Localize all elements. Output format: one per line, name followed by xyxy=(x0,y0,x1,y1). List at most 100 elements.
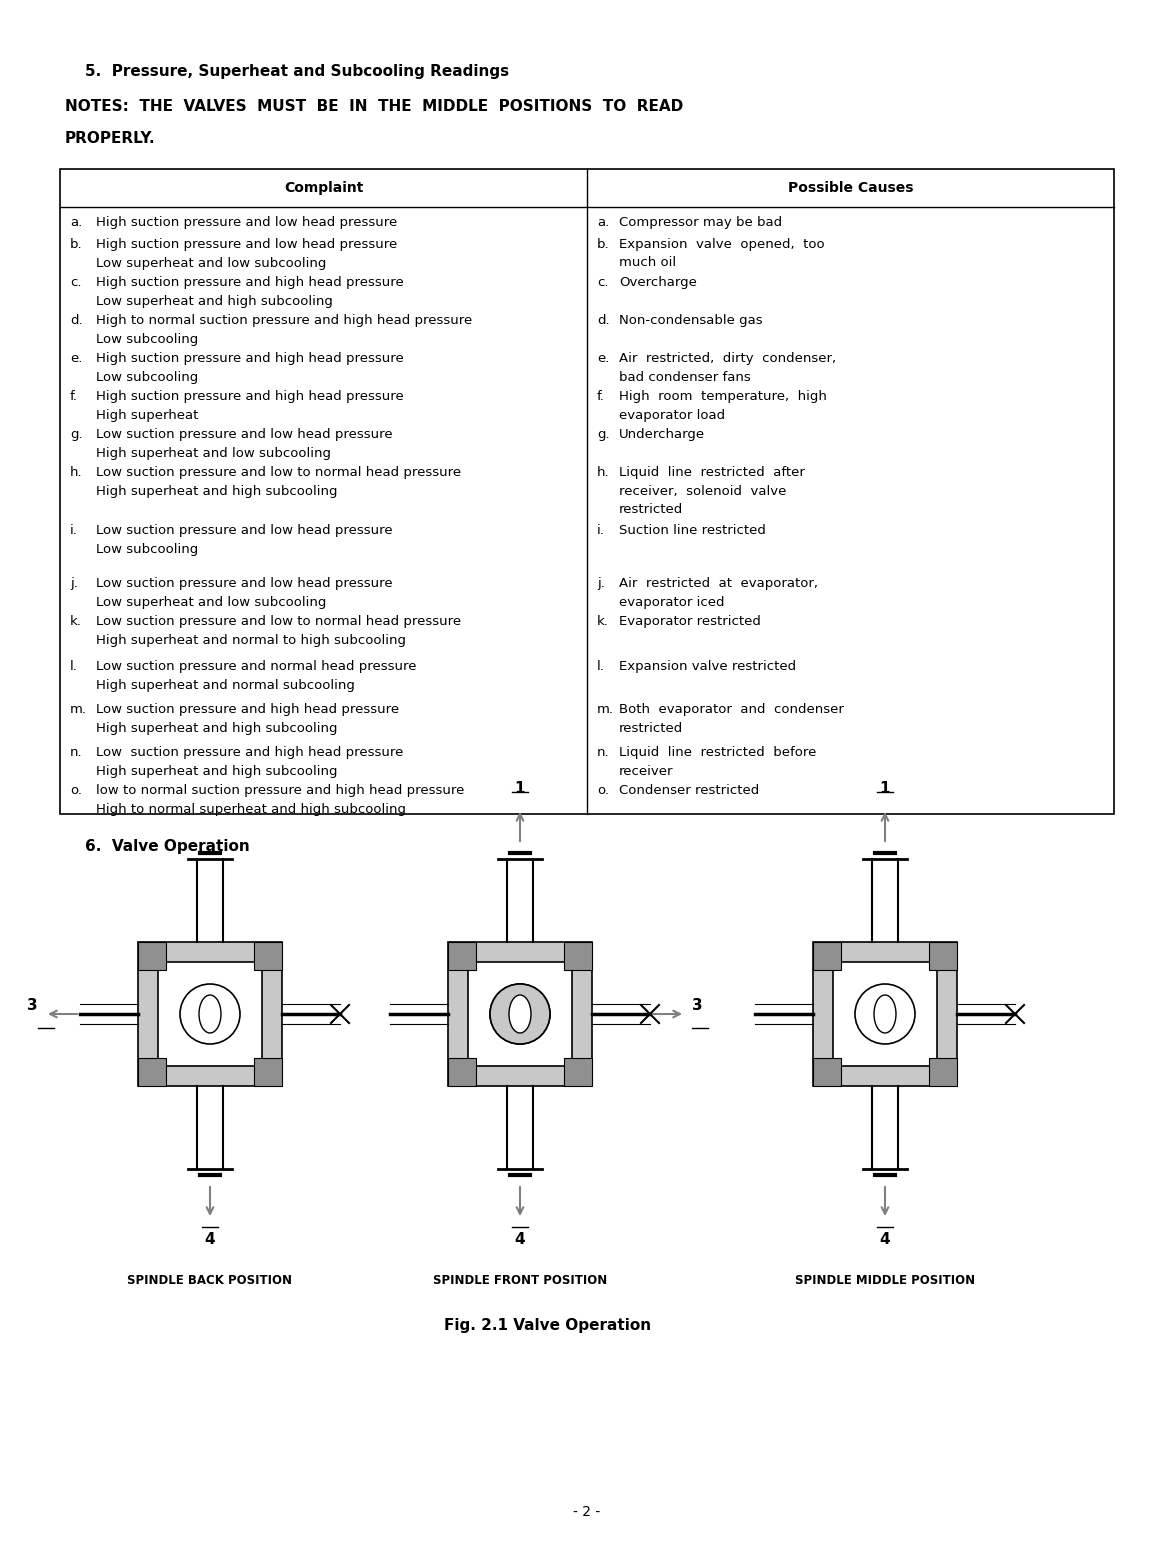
Text: d.: d. xyxy=(598,314,609,327)
Text: f.: f. xyxy=(70,390,77,403)
Text: Low subcooling: Low subcooling xyxy=(96,333,198,345)
Text: c.: c. xyxy=(598,276,608,290)
Text: - 2 -: - 2 - xyxy=(573,1506,601,1520)
Text: Air  restricted  at  evaporator,: Air restricted at evaporator, xyxy=(619,576,818,590)
Text: o.: o. xyxy=(70,784,82,798)
Text: receiver,  solenoid  valve: receiver, solenoid valve xyxy=(619,485,787,497)
Text: o.: o. xyxy=(598,784,609,798)
Text: Low suction pressure and low head pressure: Low suction pressure and low head pressu… xyxy=(96,576,392,590)
Text: i.: i. xyxy=(70,524,77,538)
Bar xyxy=(139,1058,166,1086)
Bar xyxy=(254,1058,282,1086)
Text: n.: n. xyxy=(70,747,82,759)
Text: a.: a. xyxy=(598,215,609,229)
Text: Low suction pressure and normal head pressure: Low suction pressure and normal head pre… xyxy=(96,660,417,672)
Text: 3: 3 xyxy=(691,999,702,1013)
Bar xyxy=(158,962,262,1066)
Bar xyxy=(814,942,957,1086)
Bar xyxy=(448,1058,475,1086)
Text: Condenser restricted: Condenser restricted xyxy=(619,784,760,798)
Text: e.: e. xyxy=(598,352,609,366)
Text: High superheat and high subcooling: High superheat and high subcooling xyxy=(96,485,337,497)
Text: High suction pressure and low head pressure: High suction pressure and low head press… xyxy=(96,215,397,229)
Text: Low superheat and low subcooling: Low superheat and low subcooling xyxy=(96,257,326,270)
Text: SPINDLE BACK POSITION: SPINDLE BACK POSITION xyxy=(128,1273,292,1287)
Text: SPINDLE FRONT POSITION: SPINDLE FRONT POSITION xyxy=(433,1273,607,1287)
Text: 4: 4 xyxy=(204,1231,215,1247)
Text: n.: n. xyxy=(598,747,609,759)
Text: Overcharge: Overcharge xyxy=(619,276,697,290)
Text: b.: b. xyxy=(598,239,609,251)
Text: j.: j. xyxy=(70,576,77,590)
Text: High suction pressure and high head pressure: High suction pressure and high head pres… xyxy=(96,352,404,366)
Text: High superheat and high subcooling: High superheat and high subcooling xyxy=(96,722,337,734)
Text: restricted: restricted xyxy=(619,722,683,734)
Circle shape xyxy=(180,984,239,1044)
Text: low to normal suction pressure and high head pressure: low to normal suction pressure and high … xyxy=(96,784,465,798)
Text: m.: m. xyxy=(598,703,614,716)
Text: Fig. 2.1 Valve Operation: Fig. 2.1 Valve Operation xyxy=(444,1318,652,1334)
Text: High suction pressure and high head pressure: High suction pressure and high head pres… xyxy=(96,276,404,290)
Text: k.: k. xyxy=(70,615,82,627)
Text: High to normal suction pressure and high head pressure: High to normal suction pressure and high… xyxy=(96,314,472,327)
Text: much oil: much oil xyxy=(619,257,676,270)
Text: c.: c. xyxy=(70,276,81,290)
Text: bad condenser fans: bad condenser fans xyxy=(619,370,750,384)
Text: SPINDLE MIDDLE POSITION: SPINDLE MIDDLE POSITION xyxy=(795,1273,976,1287)
Text: 4: 4 xyxy=(879,1231,890,1247)
Bar xyxy=(254,942,282,970)
Bar xyxy=(564,1058,592,1086)
Text: High  room  temperature,  high: High room temperature, high xyxy=(619,390,826,403)
Text: Low suction pressure and low head pressure: Low suction pressure and low head pressu… xyxy=(96,524,392,538)
Text: Low subcooling: Low subcooling xyxy=(96,542,198,556)
Text: High superheat and normal subcooling: High superheat and normal subcooling xyxy=(96,678,355,691)
Text: Compressor may be bad: Compressor may be bad xyxy=(619,215,782,229)
Ellipse shape xyxy=(873,994,896,1033)
Text: 6.  Valve Operation: 6. Valve Operation xyxy=(85,840,250,853)
Text: Air  restricted,  dirty  condenser,: Air restricted, dirty condenser, xyxy=(619,352,836,366)
Bar xyxy=(834,962,937,1066)
Text: Low suction pressure and high head pressure: Low suction pressure and high head press… xyxy=(96,703,399,716)
Text: High suction pressure and low head pressure: High suction pressure and low head press… xyxy=(96,239,397,251)
Bar xyxy=(139,942,282,1086)
Ellipse shape xyxy=(510,994,531,1033)
Circle shape xyxy=(490,984,549,1044)
Text: l.: l. xyxy=(70,660,77,672)
Bar xyxy=(564,942,592,970)
Text: Low suction pressure and low to normal head pressure: Low suction pressure and low to normal h… xyxy=(96,615,461,627)
Text: b.: b. xyxy=(70,239,82,251)
Text: Low suction pressure and low head pressure: Low suction pressure and low head pressu… xyxy=(96,428,392,441)
Text: 3: 3 xyxy=(27,999,38,1013)
Text: High superheat and high subcooling: High superheat and high subcooling xyxy=(96,765,337,778)
Bar xyxy=(814,1058,841,1086)
Text: h.: h. xyxy=(70,466,82,479)
Text: NOTES:  THE  VALVES  MUST  BE  IN  THE  MIDDLE  POSITIONS  TO  READ: NOTES: THE VALVES MUST BE IN THE MIDDLE … xyxy=(65,99,683,115)
Text: Suction line restricted: Suction line restricted xyxy=(619,524,765,538)
Text: Non-condensable gas: Non-condensable gas xyxy=(619,314,763,327)
Text: l.: l. xyxy=(598,660,605,672)
Text: Low suction pressure and low to normal head pressure: Low suction pressure and low to normal h… xyxy=(96,466,461,479)
Text: h.: h. xyxy=(598,466,609,479)
Text: f.: f. xyxy=(598,390,605,403)
Text: High to normal superheat and high subcooling: High to normal superheat and high subcoo… xyxy=(96,802,406,815)
Text: High superheat and normal to high subcooling: High superheat and normal to high subcoo… xyxy=(96,634,406,646)
Text: 5.  Pressure, Superheat and Subcooling Readings: 5. Pressure, Superheat and Subcooling Re… xyxy=(85,64,510,79)
Text: Low superheat and high subcooling: Low superheat and high subcooling xyxy=(96,294,333,308)
Text: PROPERLY.: PROPERLY. xyxy=(65,132,156,146)
Text: High superheat and low subcooling: High superheat and low subcooling xyxy=(96,446,331,460)
Bar xyxy=(468,962,572,1066)
Circle shape xyxy=(490,984,549,1044)
Ellipse shape xyxy=(200,994,221,1033)
Text: d.: d. xyxy=(70,314,82,327)
Text: evaporator iced: evaporator iced xyxy=(619,595,724,609)
Bar xyxy=(929,1058,957,1086)
Text: Possible Causes: Possible Causes xyxy=(788,181,913,195)
Text: i.: i. xyxy=(598,524,605,538)
Text: evaporator load: evaporator load xyxy=(619,409,726,421)
Text: Liquid  line  restricted  after: Liquid line restricted after xyxy=(619,466,805,479)
Text: Low subcooling: Low subcooling xyxy=(96,370,198,384)
Bar xyxy=(814,942,841,970)
Bar xyxy=(448,942,475,970)
Bar xyxy=(139,942,166,970)
Circle shape xyxy=(855,984,915,1044)
